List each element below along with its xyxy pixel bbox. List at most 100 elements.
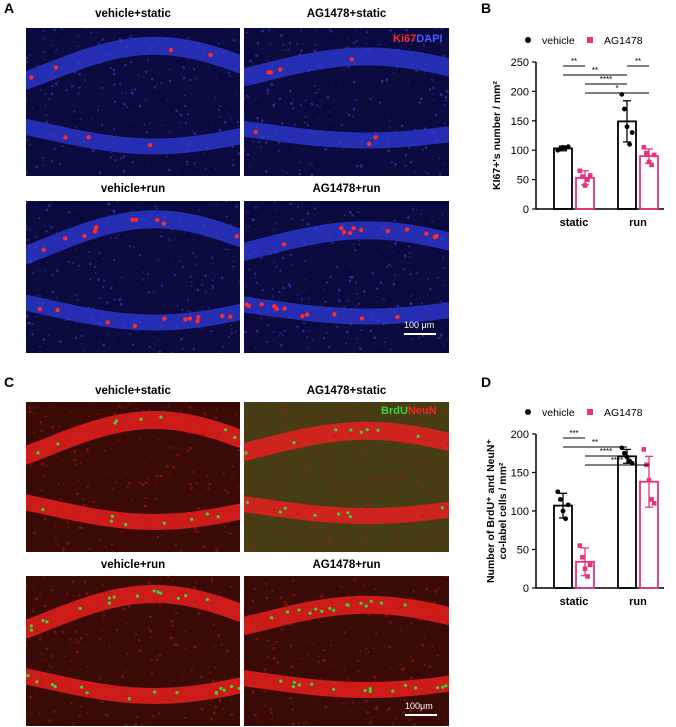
nucleus-dot <box>315 535 318 538</box>
labeled-cell <box>347 230 353 236</box>
nucleus-dot <box>317 655 320 658</box>
nucleus-dot <box>328 537 332 541</box>
nucleus-dot <box>26 60 29 64</box>
nucleus-dot <box>317 118 320 120</box>
nucleus-dot <box>28 321 31 325</box>
nucleus-dot <box>166 155 169 158</box>
nucleus-dot <box>283 33 285 35</box>
labeled-cell <box>359 430 363 434</box>
nucleus-dot <box>192 238 195 241</box>
nucleus-dot <box>147 478 150 481</box>
nucleus-dot <box>248 96 250 99</box>
nucleus-dot <box>167 131 170 133</box>
nucleus-dot <box>151 701 154 704</box>
nucleus-dot <box>430 440 432 442</box>
nucleus-dot <box>352 611 355 613</box>
nucleus-dot <box>356 164 359 168</box>
nucleus-dot <box>152 715 155 718</box>
nucleus-dot <box>322 336 325 340</box>
nucleus-dot <box>157 687 159 690</box>
nucleus-dot <box>420 302 424 305</box>
nucleus-dot <box>232 530 235 532</box>
nucleus-dot <box>321 405 324 408</box>
nucleus-dot <box>432 402 434 404</box>
nucleus-dot <box>231 163 235 167</box>
nucleus-dot <box>333 484 336 487</box>
nucleus-dot <box>257 96 259 98</box>
nucleus-dot <box>354 415 357 418</box>
nucleus-dot <box>320 594 324 598</box>
labeled-cell <box>183 317 188 322</box>
nucleus-dot <box>112 550 115 552</box>
nucleus-dot <box>314 506 316 508</box>
data-point <box>580 554 585 560</box>
nucleus-dot <box>298 722 301 725</box>
nucleus-dot <box>388 645 392 649</box>
nucleus-dot <box>367 47 370 50</box>
nucleus-dot <box>253 530 256 532</box>
nucleus-dot <box>360 163 363 167</box>
nucleus-dot <box>327 537 330 539</box>
nucleus-dot <box>270 82 272 85</box>
nucleus-dot <box>365 647 368 651</box>
nucleus-dot <box>438 336 441 339</box>
nucleus-dot <box>254 206 258 209</box>
nucleus-dot <box>35 688 37 690</box>
nucleus-dot <box>292 98 294 100</box>
nucleus-dot <box>274 620 278 624</box>
nucleus-dot <box>112 487 114 490</box>
nucleus-dot <box>131 89 133 91</box>
nucleus-dot <box>420 690 423 693</box>
nucleus-dot <box>408 718 411 721</box>
nucleus-dot <box>340 586 343 589</box>
nucleus-dot <box>360 510 363 513</box>
data-point <box>560 508 566 514</box>
nucleus-dot <box>157 437 160 440</box>
nucleus-dot <box>229 532 232 535</box>
nucleus-dot <box>42 338 46 342</box>
nucleus-dot <box>291 680 293 682</box>
nucleus-dot <box>223 488 227 492</box>
nucleus-dot <box>211 279 214 281</box>
nucleus-dot <box>254 414 257 416</box>
data-point <box>582 183 588 188</box>
labeled-cell <box>440 506 444 510</box>
nucleus-dot <box>253 244 256 246</box>
nucleus-dot <box>186 690 189 693</box>
nucleus-dot <box>180 650 183 652</box>
nucleus-dot <box>300 607 303 609</box>
nucleus-dot <box>412 692 415 695</box>
nucleus-dot <box>101 38 105 41</box>
nucleus-dot <box>112 698 115 701</box>
nucleus-dot <box>185 150 188 153</box>
nucleus-dot <box>382 323 385 326</box>
labeled-cell <box>379 601 384 605</box>
nucleus-dot <box>169 636 173 640</box>
nucleus-dot <box>389 29 392 32</box>
nucleus-dot <box>238 280 240 283</box>
nucleus-dot <box>325 281 329 284</box>
nucleus-dot <box>81 497 85 501</box>
nucleus-dot <box>340 234 344 237</box>
nucleus-dot <box>324 300 327 304</box>
nucleus-dot <box>313 642 315 645</box>
nucleus-dot <box>409 270 411 272</box>
nucleus-dot <box>237 152 240 155</box>
scale-bar-a <box>404 333 436 335</box>
labeled-cell <box>359 227 364 233</box>
nucleus-dot <box>386 140 389 143</box>
nucleus-dot <box>419 97 423 100</box>
nucleus-dot <box>131 92 134 95</box>
nucleus-dot <box>349 264 352 267</box>
nucleus-dot <box>150 583 153 587</box>
nucleus-dot <box>301 448 304 451</box>
labeled-cell <box>93 226 98 232</box>
nucleus-dot <box>205 425 208 429</box>
nucleus-dot <box>324 483 327 486</box>
nucleus-dot <box>274 102 276 105</box>
nucleus-dot <box>43 604 47 608</box>
labeled-cell <box>277 67 283 72</box>
nucleus-dot <box>255 637 259 641</box>
data-point <box>624 124 630 130</box>
data-point <box>651 152 657 158</box>
